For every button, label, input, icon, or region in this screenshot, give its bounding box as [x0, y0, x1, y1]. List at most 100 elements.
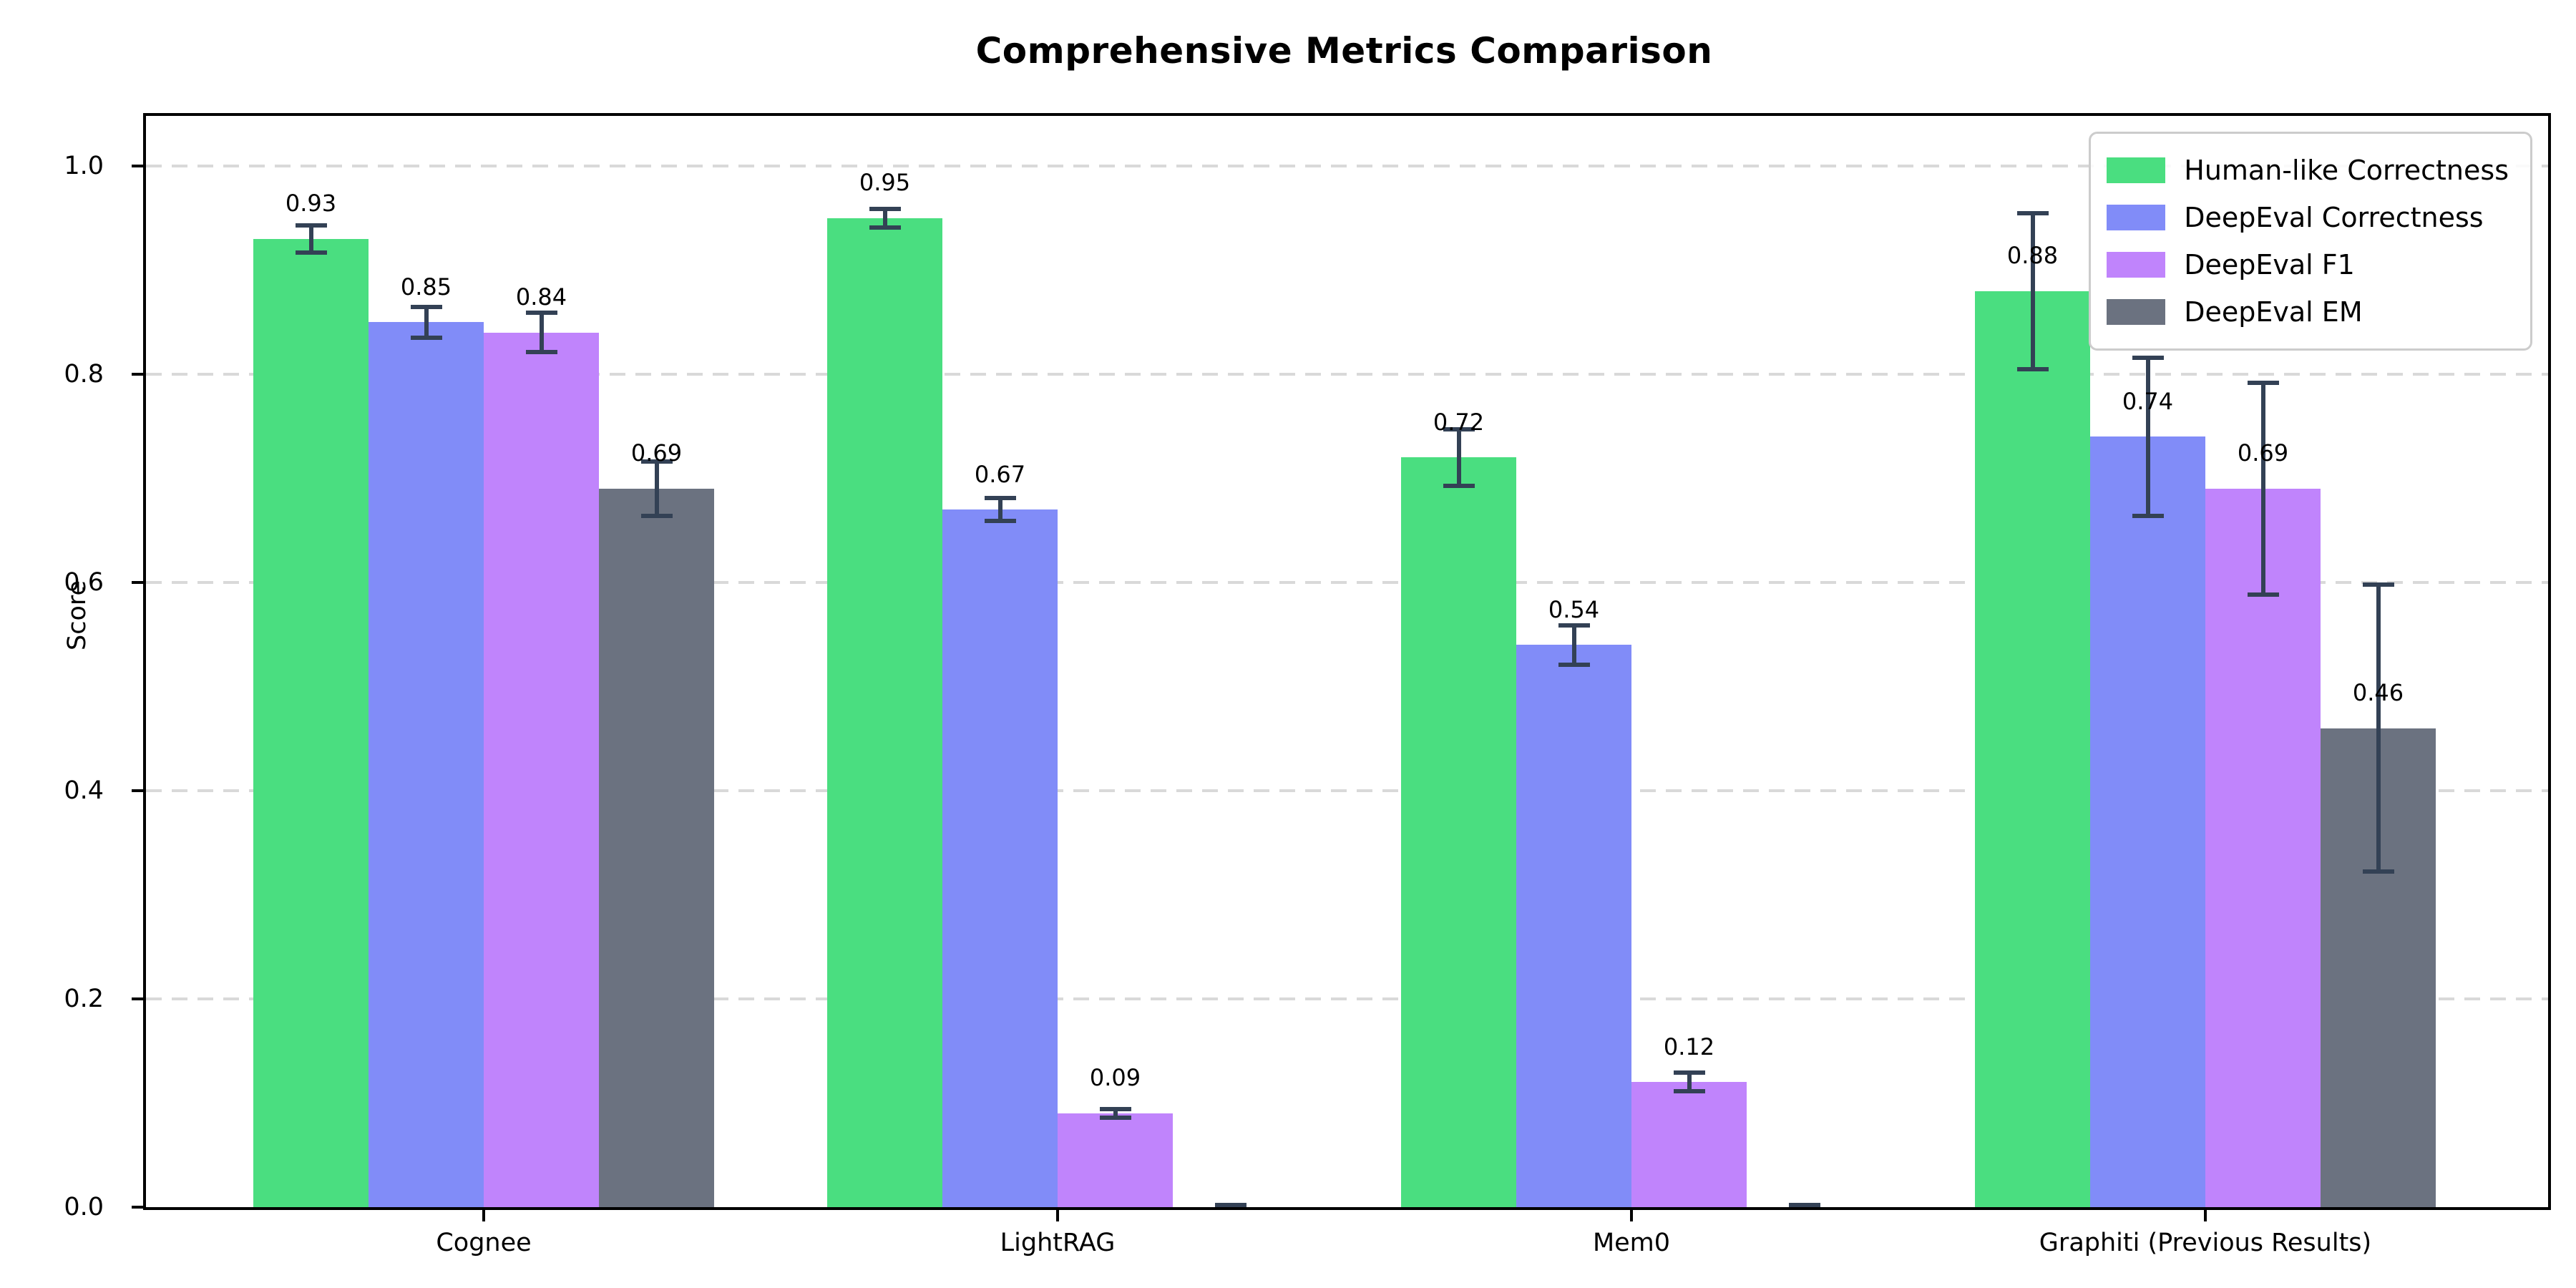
- value-label-Cognee-DeepEval Correctness: 0.85: [400, 273, 452, 301]
- bar-Mem0-Human-like Correctness: [1401, 457, 1516, 1207]
- y-axis-label: Score: [63, 580, 92, 651]
- error-bar-cap-bottom: [869, 225, 901, 230]
- error-bar-cap-bottom: [1673, 1089, 1705, 1094]
- x-tick-2: [1630, 1210, 1633, 1221]
- error-bar-stem: [2145, 355, 2150, 518]
- legend-item-DeepEval EM: DeepEval EM: [2107, 288, 2509, 336]
- legend-label-DeepEval EM: DeepEval EM: [2184, 296, 2363, 328]
- error-bar-LightRAG-Human-like Correctness: [869, 206, 901, 230]
- value-label-Mem0-DeepEval Correctness: 0.54: [1548, 595, 1600, 623]
- error-bar-cap-bottom: [640, 513, 673, 518]
- error-bar-cap-top: [295, 223, 327, 228]
- error-bar-cap-bottom: [1214, 1203, 1246, 1208]
- error-bar-Cognee-DeepEval F1: [525, 311, 557, 355]
- error-bar-cap-top: [2362, 582, 2394, 587]
- x-tick-1: [1056, 1210, 1059, 1221]
- value-label-LightRAG-Human-like Correctness: 0.95: [859, 169, 911, 197]
- error-bar-Graphiti (Previous Results)-Human-like Correctness: [2016, 210, 2049, 371]
- gridline-0.8: [146, 373, 2548, 376]
- error-bar-stem: [308, 223, 313, 255]
- error-bar-Graphiti (Previous Results)-DeepEval EM: [2362, 582, 2394, 874]
- error-bar-cap-bottom: [410, 335, 442, 340]
- error-bar-Mem0-DeepEval Correctness: [1558, 623, 1590, 667]
- legend: Human-like Correctness DeepEval Correctne…: [2089, 132, 2532, 351]
- legend-label-DeepEval F1: DeepEval F1: [2184, 249, 2355, 280]
- bar-Mem0-DeepEval F1: [1631, 1082, 1747, 1207]
- value-label-LightRAG-DeepEval Correctness: 0.67: [974, 460, 1026, 488]
- error-bar-cap-top: [2016, 210, 2049, 215]
- chart-title: Comprehensive Metrics Comparison: [975, 30, 1713, 72]
- legend-swatch-DeepEval Correctness: [2107, 205, 2166, 230]
- y-tick-0.0: [132, 1206, 143, 1209]
- y-tick-label-0.8: 0.8: [64, 360, 104, 389]
- error-bar-cap-top: [1673, 1070, 1705, 1075]
- x-tick-label-0: Cognee: [436, 1229, 532, 1257]
- value-label-Graphiti (Previous Results)-DeepEval F1: 0.69: [2237, 439, 2289, 467]
- error-bar-cap-top: [1558, 623, 1590, 628]
- error-bar-cap-bottom: [984, 519, 1016, 524]
- y-tick-label-0.2: 0.2: [64, 985, 104, 1013]
- error-bar-Graphiti (Previous Results)-DeepEval F1: [2247, 380, 2279, 597]
- legend-swatch-DeepEval EM: [2107, 299, 2166, 325]
- bar-LightRAG-DeepEval Correctness: [942, 509, 1058, 1207]
- bar-Mem0-DeepEval Correctness: [1516, 645, 1631, 1207]
- gridline-1.0: [146, 165, 2548, 167]
- error-bar-stem: [539, 311, 544, 355]
- error-bar-cap-top: [2132, 355, 2164, 360]
- legend-swatch-Human-like Correctness: [2107, 157, 2166, 183]
- gridline-0.2: [146, 997, 2548, 1000]
- value-label-Graphiti (Previous Results)-Human-like Correctness: 0.88: [2006, 242, 2059, 270]
- error-bar-stem: [2376, 582, 2381, 874]
- value-label-Cognee-Human-like Correctness: 0.93: [285, 190, 337, 218]
- y-tick-label-1.0: 1.0: [64, 152, 104, 180]
- y-tick-label-0.4: 0.4: [64, 776, 104, 805]
- legend-item-DeepEval F1: DeepEval F1: [2107, 241, 2509, 288]
- error-bar-stem: [1456, 427, 1461, 488]
- y-tick-0.4: [132, 789, 143, 792]
- error-bar-cap-bottom: [2132, 513, 2164, 518]
- value-label-Mem0-Human-like Correctness: 0.72: [1433, 408, 1485, 436]
- y-tick-0.6: [132, 581, 143, 584]
- error-bar-stem: [654, 459, 659, 518]
- value-label-Mem0-DeepEval F1: 0.12: [1663, 1033, 1715, 1060]
- error-bar-cap-top: [1099, 1107, 1131, 1112]
- legend-label-Human-like Correctness: Human-like Correctness: [2184, 155, 2509, 186]
- legend-swatch-DeepEval F1: [2107, 252, 2166, 278]
- error-bar-cap-top: [410, 304, 442, 309]
- error-bar-cap-bottom: [1788, 1203, 1820, 1208]
- error-bar-cap-bottom: [2362, 869, 2394, 874]
- error-bar-cap-bottom: [1443, 483, 1475, 488]
- error-bar-cap-bottom: [2016, 366, 2049, 371]
- error-bar-Graphiti (Previous Results)-DeepEval Correctness: [2132, 355, 2164, 518]
- error-bar-cap-bottom: [2247, 592, 2279, 597]
- bar-Cognee-DeepEval EM: [599, 489, 714, 1207]
- y-tick-label-0.0: 0.0: [64, 1193, 104, 1221]
- error-bar-LightRAG-DeepEval F1: [1099, 1107, 1131, 1120]
- error-bar-cap-bottom: [1558, 662, 1590, 667]
- bar-Cognee-Human-like Correctness: [253, 238, 369, 1207]
- error-bar-cap-bottom: [1099, 1115, 1131, 1120]
- x-tick-label-1: LightRAG: [1000, 1229, 1116, 1257]
- error-bar-stem: [1113, 1107, 1118, 1120]
- error-bar-cap-top: [869, 206, 901, 211]
- y-tick-0.8: [132, 373, 143, 376]
- plot-area: 0.93 0.95 0.72 0.88 0.85 0.67 0.54 0.74 0.84 0.09…: [64, 113, 2551, 1257]
- gridline-0.6: [146, 581, 2548, 584]
- value-label-Cognee-DeepEval EM: 0.69: [630, 439, 683, 467]
- value-label-Cognee-DeepEval F1: 0.84: [515, 283, 567, 311]
- x-tick-3: [2204, 1210, 2207, 1221]
- bar-LightRAG-DeepEval F1: [1058, 1113, 1173, 1207]
- error-bar-Cognee-DeepEval EM: [640, 459, 673, 518]
- error-bar-stem: [2260, 380, 2265, 597]
- error-bar-Mem0-DeepEval F1: [1673, 1070, 1705, 1094]
- error-bar-cap-bottom: [295, 250, 327, 255]
- bar-LightRAG-Human-like Correctness: [827, 218, 942, 1207]
- error-bar-Cognee-Human-like Correctness: [295, 223, 327, 255]
- x-tick-label-2: Mem0: [1592, 1229, 1671, 1257]
- error-bar-cap-top: [984, 496, 1016, 501]
- gridline-0.4: [146, 789, 2548, 792]
- error-bar-cap-top: [1443, 427, 1475, 432]
- bar-Graphiti (Previous Results)-DeepEval F1: [2205, 489, 2321, 1207]
- y-tick-label-0.6: 0.6: [64, 568, 104, 597]
